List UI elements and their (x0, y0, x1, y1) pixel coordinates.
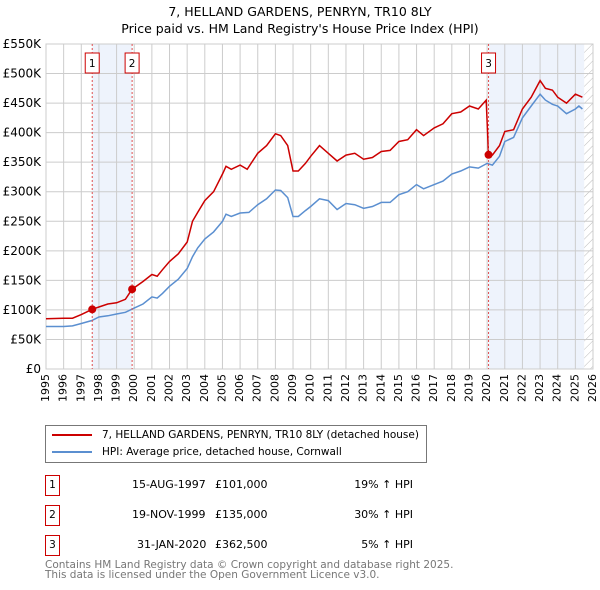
x-tick-label: 2000 (127, 374, 140, 402)
x-tick-label: 2008 (268, 374, 281, 402)
chart-subtitle: Price paid vs. HM Land Registry's House … (121, 21, 479, 36)
hpi-line (46, 93, 583, 328)
y-tick-label: £350K (3, 155, 43, 169)
x-tick-label: 2011 (321, 374, 334, 402)
plot-area: 1995 1996 1997 1998 1999 2000 2001 2002 2003 2004… (3, 37, 599, 402)
legend-item-property: 7, HELLAND GARDENS, PENRYN, TR10 8LY (de… (52, 427, 419, 443)
y-tick-label: £450K (3, 96, 43, 110)
y-tick-label: £200K (3, 244, 43, 258)
x-tick-label: 2005 (215, 374, 228, 402)
y-tick-label: £400K (3, 126, 43, 140)
y-tick-label: £550K (3, 37, 43, 51)
x-tick-label: 2026 (586, 374, 599, 402)
sale-hpi-diff: 5% ↑ HPI (361, 538, 413, 551)
legend-label: 7, HELLAND GARDENS, PENRYN, TR10 8LY (de… (102, 429, 419, 441)
sale-date: 31-JAN-2020 (137, 538, 207, 551)
x-tick-label: 2017 (427, 374, 440, 402)
sale-hpi-diff: 19% ↑ HPI (354, 478, 413, 491)
x-tick-label: 2022 (515, 374, 528, 402)
x-tick-label: 2024 (551, 374, 564, 402)
legend-label: HPI: Average price, detached house, Corn… (102, 446, 342, 458)
sale-marker-label: 3 (485, 58, 492, 70)
sale-hpi-diff: 30% ↑ HPI (354, 508, 413, 521)
y-tick-label: £500K (3, 67, 43, 81)
x-tick-label: 2004 (198, 374, 211, 402)
sale-marker-badge: 3 (45, 535, 60, 556)
sale-marker-badge: 1 (45, 475, 60, 496)
x-tick-label: 1999 (110, 374, 123, 402)
price-paid-line (45, 79, 583, 320)
x-tick-label: 2001 (145, 374, 158, 402)
x-tick-label: 2010 (304, 374, 317, 402)
y-tick-label: £300K (3, 185, 43, 199)
x-tick-label: 2002 (163, 374, 176, 402)
y-tick-label: £0 (26, 362, 41, 376)
sale-marker-label: 1 (89, 58, 96, 70)
x-tick-label: 2012 (339, 374, 352, 402)
sale-date: 15-AUG-1997 (132, 478, 206, 491)
x-tick-label: 2015 (392, 374, 405, 402)
x-tick-label: 2021 (498, 374, 511, 402)
x-tick-label: 2020 (480, 374, 493, 402)
chart-title: 7, HELLAND GARDENS, PENRYN, TR10 8LY (168, 4, 432, 19)
x-tick-label: 1997 (74, 374, 87, 402)
x-tick-label: 2013 (357, 374, 370, 402)
x-tick-label: 2006 (233, 374, 246, 402)
sale-price: £101,000 (215, 478, 268, 491)
x-tick-label: 2016 (410, 374, 423, 402)
sale-marker-box (84, 52, 100, 74)
y-tick-label: £250K (3, 214, 43, 228)
footer-line: Contains HM Land Registry data © Crown c… (45, 559, 454, 571)
legend-swatch-blue (52, 451, 92, 453)
sale-date: 19-NOV-1999 (132, 508, 206, 521)
x-tick-label: 1996 (57, 374, 70, 402)
sale-marker-label: 2 (129, 58, 136, 70)
footer: Contains HM Land Registry data © Crown c… (45, 559, 454, 581)
sale-marker-badge: 2 (45, 505, 60, 526)
x-tick-label: 2007 (251, 374, 264, 402)
x-tick-label: 2023 (533, 374, 546, 402)
x-tick-label: 1995 (39, 374, 52, 402)
footer-line: This data is licensed under the Open Gov… (45, 569, 380, 581)
plot-border (45, 43, 594, 370)
shaded-period (488, 44, 585, 369)
sale-marker-box (124, 52, 140, 74)
y-tick-label: £50K (10, 332, 42, 346)
y-tick-label: £100K (3, 303, 43, 317)
x-tick-label: 2014 (374, 374, 387, 402)
sale-price: £362,500 (215, 538, 268, 551)
x-tick-label: 2019 (462, 374, 475, 402)
legend-item-hpi: HPI: Average price, detached house, Corn… (52, 444, 342, 460)
x-tick-label: 1998 (92, 374, 105, 402)
x-tick-label: 2025 (568, 374, 581, 402)
forecast-hatch (584, 44, 593, 369)
y-tick-label: £150K (3, 273, 43, 287)
sale-point (128, 285, 137, 294)
legend: 7, HELLAND GARDENS, PENRYN, TR10 8LY (de… (45, 425, 427, 463)
sale-price: £135,000 (215, 508, 268, 521)
x-tick-label: 2003 (180, 374, 193, 402)
sale-marker-box (481, 52, 497, 74)
legend-swatch-red (52, 434, 92, 436)
sale-point (88, 305, 97, 314)
shaded-period (92, 44, 133, 369)
x-tick-label: 2009 (286, 374, 299, 402)
sale-point (484, 150, 493, 159)
x-tick-label: 2018 (445, 374, 458, 402)
